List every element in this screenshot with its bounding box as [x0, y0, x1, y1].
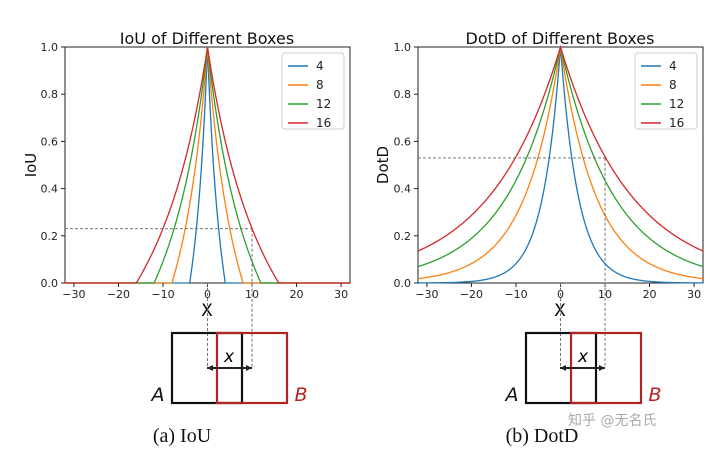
dotd-chart-title: DotD of Different Boxes [466, 29, 655, 48]
y-tick-label: 0.4 [41, 183, 59, 196]
arrow-head-right [246, 365, 252, 371]
legend-label-4: 4 [669, 59, 677, 73]
legend-label-4: 4 [316, 59, 324, 73]
x-tick-label: 30 [334, 288, 348, 301]
box-a-label: A [150, 384, 165, 406]
iou-chart-title: IoU of Different Boxes [120, 29, 294, 48]
legend-label-12: 12 [316, 97, 331, 111]
watermark: 知乎 @无名氏 [568, 412, 656, 429]
iou-y-axis-label: IoU [22, 153, 40, 178]
arrow-head-left [560, 365, 566, 371]
dotd-box-diagram: x A B [504, 331, 662, 406]
x-tick-label: −20 [107, 288, 130, 301]
y-tick-label: 0.2 [394, 230, 412, 243]
legend-label-16: 16 [669, 116, 684, 130]
dotd-caption: (b) DotD [506, 425, 579, 447]
box-b-label: B [648, 384, 661, 406]
arrow-head-right [599, 365, 605, 371]
box-a-label: A [504, 384, 519, 406]
arrow-head-left [207, 365, 213, 371]
iou-panel: IoU of Different Boxes IoU X (a) IoU −30… [22, 29, 351, 447]
legend-box [281, 52, 345, 130]
y-tick-label: 0.0 [41, 277, 59, 290]
x-tick-label: 20 [643, 288, 657, 301]
y-tick-label: 0.6 [394, 135, 412, 148]
box-b-label: B [294, 384, 307, 406]
y-tick-label: 0.0 [394, 277, 412, 290]
y-tick-label: 0.6 [41, 135, 59, 148]
offset-label: x [577, 347, 589, 367]
x-tick-label: −10 [504, 288, 527, 301]
x-tick-label: 20 [290, 288, 304, 301]
y-tick-label: 1.0 [394, 41, 412, 54]
legend-box [634, 52, 698, 130]
dotd-panel: DotD of Different Boxes DotD X (b) DotD … [374, 29, 704, 447]
dotd-y-axis-label: DotD [374, 146, 392, 184]
offset-label: x [223, 347, 235, 367]
x-tick-label: 30 [687, 288, 701, 301]
legend-label-16: 16 [316, 116, 331, 130]
legend-label-8: 8 [669, 78, 677, 92]
y-tick-label: 0.8 [41, 88, 59, 101]
y-tick-label: 0.8 [394, 88, 412, 101]
x-tick-label: −30 [62, 288, 85, 301]
y-tick-label: 1.0 [41, 41, 59, 54]
iou-box-diagram: x A B [150, 331, 308, 406]
legend-label-12: 12 [669, 97, 684, 111]
series-line-16 [65, 46, 350, 284]
iou-caption: (a) IoU [153, 425, 212, 447]
y-tick-label: 0.2 [41, 230, 59, 243]
legend-label-8: 8 [316, 78, 324, 92]
x-tick-label: −30 [415, 288, 438, 301]
y-tick-label: 0.4 [394, 183, 412, 196]
x-tick-label: −20 [460, 288, 483, 301]
x-tick-label: −10 [151, 288, 174, 301]
series-line-16 [417, 44, 704, 252]
